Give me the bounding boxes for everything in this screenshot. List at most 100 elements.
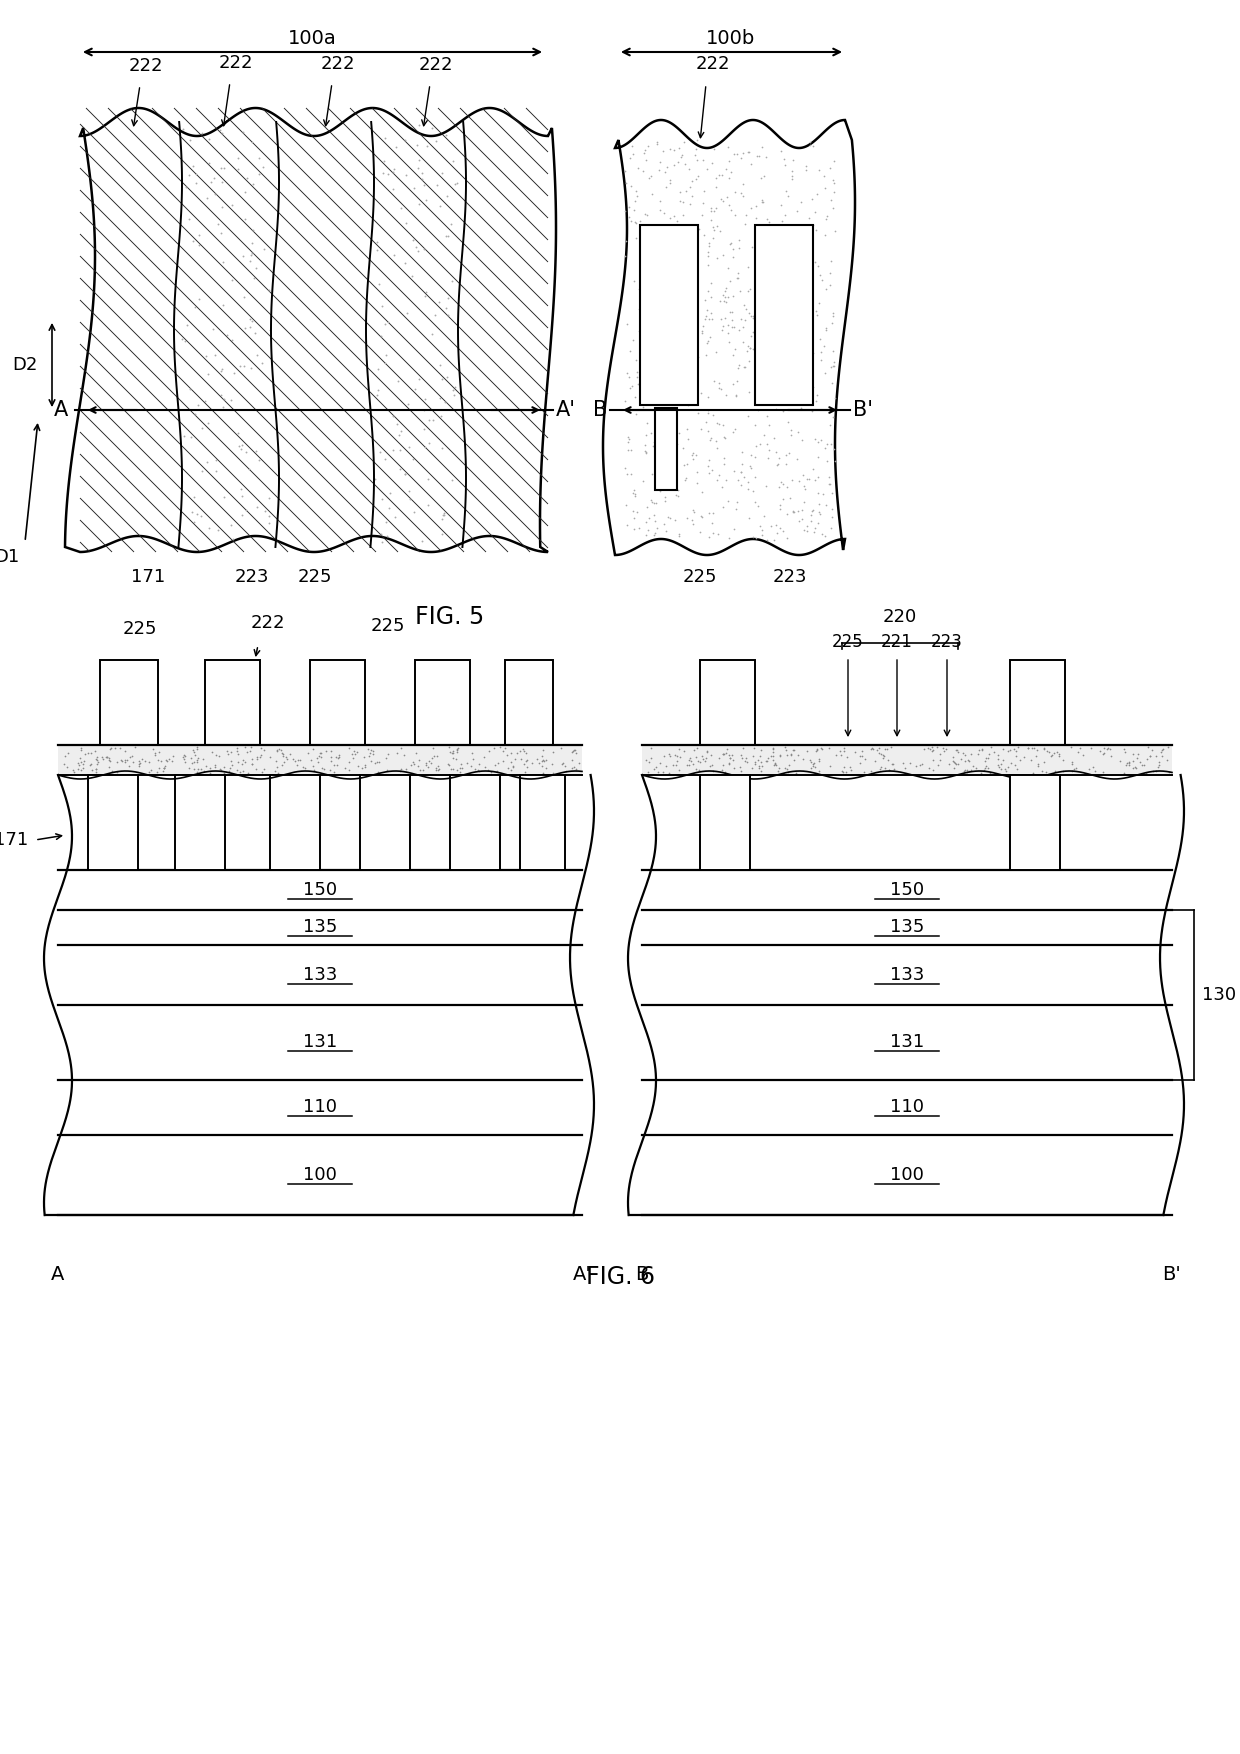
Point: [712, 756, 732, 784]
Point: [243, 170, 263, 198]
Point: [704, 135, 724, 163]
Point: [875, 735, 895, 763]
Point: [153, 756, 172, 784]
Point: [401, 751, 420, 779]
Point: [637, 493, 657, 521]
Point: [371, 519, 391, 547]
Point: [820, 735, 839, 763]
Point: [210, 742, 229, 770]
Point: [445, 170, 465, 198]
Point: [208, 210, 228, 239]
Point: [820, 751, 839, 779]
Point: [963, 752, 983, 781]
Point: [228, 419, 248, 447]
Point: [720, 744, 740, 772]
Point: [174, 114, 193, 142]
Point: [98, 742, 118, 770]
Point: [808, 442, 828, 470]
Point: [743, 523, 763, 551]
Point: [732, 744, 751, 772]
Point: [440, 738, 460, 766]
Point: [794, 339, 813, 367]
Point: [739, 298, 759, 326]
Point: [709, 161, 729, 189]
Point: [203, 314, 223, 342]
Point: [820, 154, 839, 182]
Text: 223: 223: [931, 633, 963, 651]
Point: [394, 126, 414, 154]
Point: [738, 139, 758, 167]
Point: [658, 503, 678, 531]
Point: [745, 284, 765, 312]
Point: [658, 346, 678, 374]
Point: [301, 747, 321, 775]
Point: [259, 484, 279, 512]
Point: [790, 291, 810, 319]
Point: [330, 742, 350, 770]
Point: [241, 247, 260, 275]
Point: [517, 752, 537, 781]
Point: [738, 747, 758, 775]
Point: [358, 735, 378, 763]
Point: [443, 738, 463, 766]
Point: [392, 193, 412, 221]
Text: B': B': [853, 400, 873, 419]
Point: [993, 735, 1013, 763]
Point: [663, 135, 683, 163]
Point: [789, 507, 808, 535]
Point: [516, 738, 536, 766]
Point: [785, 498, 805, 526]
Point: [635, 139, 655, 167]
Point: [735, 210, 755, 239]
Point: [205, 163, 224, 191]
Point: [374, 147, 394, 175]
Point: [650, 363, 670, 391]
Point: [427, 126, 446, 154]
Point: [439, 751, 459, 779]
Point: [1070, 733, 1090, 761]
Point: [795, 475, 815, 503]
Point: [776, 449, 796, 477]
Point: [715, 303, 735, 332]
Point: [677, 503, 697, 531]
Point: [729, 233, 749, 261]
Bar: [701, 775, 750, 870]
Point: [792, 316, 812, 344]
Point: [102, 735, 122, 763]
Point: [187, 749, 207, 777]
Point: [1094, 738, 1114, 766]
Point: [792, 374, 812, 402]
Point: [703, 402, 723, 430]
Point: [895, 754, 915, 782]
Point: [417, 279, 436, 307]
Point: [272, 751, 291, 779]
Point: [688, 747, 708, 775]
Point: [636, 745, 656, 774]
Point: [247, 756, 267, 784]
Point: [750, 742, 770, 770]
Point: [670, 519, 689, 547]
Point: [667, 742, 687, 770]
Point: [773, 470, 792, 498]
Point: [241, 242, 260, 270]
Point: [188, 221, 208, 249]
Point: [877, 735, 897, 763]
Point: [754, 323, 774, 351]
Point: [414, 281, 434, 309]
Point: [1048, 738, 1068, 766]
Point: [825, 217, 844, 246]
Point: [738, 468, 758, 496]
Point: [833, 733, 853, 761]
Point: [682, 182, 702, 210]
Point: [82, 751, 102, 779]
Point: [618, 310, 637, 339]
Point: [697, 340, 717, 368]
Point: [733, 170, 753, 198]
Point: [682, 505, 702, 533]
Point: [241, 312, 260, 340]
Point: [792, 505, 812, 533]
Point: [652, 223, 672, 251]
Point: [624, 514, 644, 542]
Point: [1045, 756, 1065, 784]
Point: [668, 523, 688, 551]
